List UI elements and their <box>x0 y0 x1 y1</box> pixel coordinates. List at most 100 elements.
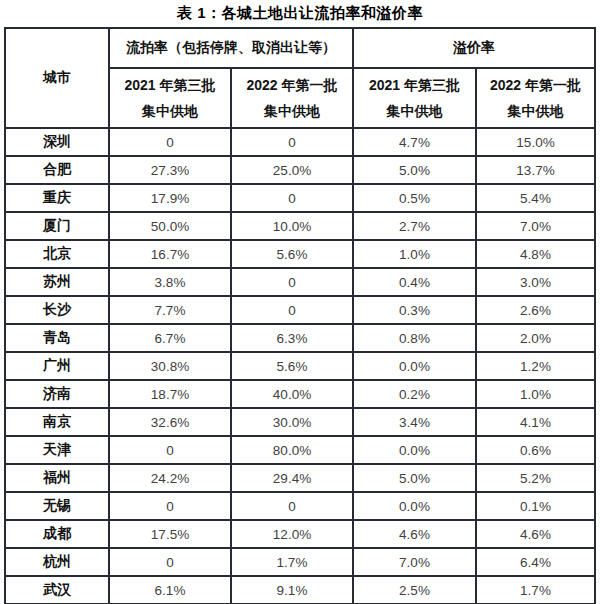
value-cell: 0.0% <box>353 352 476 380</box>
value-cell: 5.2% <box>476 464 595 492</box>
value-cell: 3.0% <box>476 268 595 296</box>
subheader-line1: 2021 年第三批 <box>354 72 475 98</box>
value-cell: 1.0% <box>353 240 476 268</box>
value-cell: 4.6% <box>476 520 595 548</box>
value-cell: 29.4% <box>231 464 353 492</box>
value-cell: 12.0% <box>231 520 353 548</box>
value-cell: 2.6% <box>476 296 595 324</box>
subheader-line2: 集中供地 <box>110 98 230 124</box>
value-cell: 17.9% <box>109 184 231 212</box>
city-cell: 重庆 <box>5 184 109 212</box>
value-cell: 0.8% <box>353 324 476 352</box>
subheader-failure-2021-batch3: 2021 年第三批 集中供地 <box>109 68 231 128</box>
city-cell: 长沙 <box>5 296 109 324</box>
city-cell: 青岛 <box>5 324 109 352</box>
city-cell: 合肥 <box>5 156 109 184</box>
value-cell: 2.7% <box>353 212 476 240</box>
city-cell: 深圳 <box>5 128 109 156</box>
table-row: 无锡000.0%0.1% <box>5 492 595 520</box>
value-cell: 1.2% <box>476 352 595 380</box>
subheader-line2: 集中供地 <box>477 98 594 124</box>
value-cell: 0 <box>109 548 231 576</box>
value-cell: 10.0% <box>231 212 353 240</box>
value-cell: 3.4% <box>353 408 476 436</box>
value-cell: 4.6% <box>353 520 476 548</box>
value-cell: 0.3% <box>353 296 476 324</box>
subheader-failure-2022-batch1: 2022 年第一批 集中供地 <box>231 68 353 128</box>
subheader-premium-2022-batch1: 2022 年第一批 集中供地 <box>476 68 595 128</box>
value-cell: 16.7% <box>109 240 231 268</box>
city-cell: 无锡 <box>5 492 109 520</box>
value-cell: 0 <box>109 128 231 156</box>
value-cell: 40.0% <box>231 380 353 408</box>
value-cell: 5.4% <box>476 184 595 212</box>
value-cell: 6.3% <box>231 324 353 352</box>
value-cell: 4.7% <box>353 128 476 156</box>
value-cell: 0 <box>231 128 353 156</box>
value-cell: 0 <box>231 296 353 324</box>
table-row: 杭州01.7%7.0%6.4% <box>5 548 595 576</box>
value-cell: 0 <box>231 492 353 520</box>
group-header-row: 城市 流拍率（包括停牌、取消出让等） 溢价率 <box>5 28 595 68</box>
subheader-line1: 2022 年第一批 <box>477 72 594 98</box>
table-header: 城市 流拍率（包括停牌、取消出让等） 溢价率 2021 年第三批 集中供地 20… <box>5 28 595 128</box>
value-cell: 27.3% <box>109 156 231 184</box>
table-row: 合肥27.3%25.0%5.0%13.7% <box>5 156 595 184</box>
value-cell: 7.7% <box>109 296 231 324</box>
city-cell: 成都 <box>5 520 109 548</box>
subheader-line2: 集中供地 <box>354 98 475 124</box>
value-cell: 0.2% <box>353 380 476 408</box>
table-row: 北京16.7%5.6%1.0%4.8% <box>5 240 595 268</box>
value-cell: 4.8% <box>476 240 595 268</box>
value-cell: 1.0% <box>476 380 595 408</box>
table-row: 成都17.5%12.0%4.6%4.6% <box>5 520 595 548</box>
value-cell: 6.7% <box>109 324 231 352</box>
city-cell: 广州 <box>5 352 109 380</box>
value-cell: 4.1% <box>476 408 595 436</box>
value-cell: 0 <box>231 268 353 296</box>
value-cell: 18.7% <box>109 380 231 408</box>
value-cell: 5.6% <box>231 240 353 268</box>
table-row: 天津080.0%0.0%0.6% <box>5 436 595 464</box>
city-cell: 杭州 <box>5 548 109 576</box>
document-page: 表 1：各城土地出让流拍率和溢价率 城市 流拍率（包括停牌、取消出让等） 溢价率… <box>0 0 600 604</box>
subheader-line1: 2021 年第三批 <box>110 72 230 98</box>
city-cell: 苏州 <box>5 268 109 296</box>
value-cell: 24.2% <box>109 464 231 492</box>
land-auction-table: 城市 流拍率（包括停牌、取消出让等） 溢价率 2021 年第三批 集中供地 20… <box>4 27 596 604</box>
table-title: 表 1：各城土地出让流拍率和溢价率 <box>0 0 600 25</box>
value-cell: 6.1% <box>109 576 231 604</box>
value-cell: 0 <box>231 184 353 212</box>
value-cell: 80.0% <box>231 436 353 464</box>
table-row: 厦门50.0%10.0%2.7%7.0% <box>5 212 595 240</box>
subheader-line1: 2022 年第一批 <box>232 72 352 98</box>
value-cell: 3.8% <box>109 268 231 296</box>
value-cell: 17.5% <box>109 520 231 548</box>
table-row: 苏州3.8%00.4%3.0% <box>5 268 595 296</box>
group-header-failure-rate: 流拍率（包括停牌、取消出让等） <box>109 28 353 68</box>
value-cell: 6.4% <box>476 548 595 576</box>
value-cell: 5.0% <box>353 156 476 184</box>
table-row: 广州30.8%5.6%0.0%1.2% <box>5 352 595 380</box>
value-cell: 50.0% <box>109 212 231 240</box>
city-cell: 厦门 <box>5 212 109 240</box>
city-cell: 南京 <box>5 408 109 436</box>
table-row: 长沙7.7%00.3%2.6% <box>5 296 595 324</box>
value-cell: 30.8% <box>109 352 231 380</box>
value-cell: 0.4% <box>353 268 476 296</box>
value-cell: 1.7% <box>231 548 353 576</box>
value-cell: 0.5% <box>353 184 476 212</box>
city-cell: 济南 <box>5 380 109 408</box>
subheader-premium-2021-batch3: 2021 年第三批 集中供地 <box>353 68 476 128</box>
value-cell: 5.0% <box>353 464 476 492</box>
table-row: 武汉6.1%9.1%2.5%1.7% <box>5 576 595 604</box>
value-cell: 0.1% <box>476 492 595 520</box>
subheader-line2: 集中供地 <box>232 98 352 124</box>
value-cell: 13.7% <box>476 156 595 184</box>
value-cell: 5.6% <box>231 352 353 380</box>
city-cell: 福州 <box>5 464 109 492</box>
value-cell: 2.0% <box>476 324 595 352</box>
value-cell: 15.0% <box>476 128 595 156</box>
value-cell: 7.0% <box>353 548 476 576</box>
table-row: 重庆17.9%00.5%5.4% <box>5 184 595 212</box>
